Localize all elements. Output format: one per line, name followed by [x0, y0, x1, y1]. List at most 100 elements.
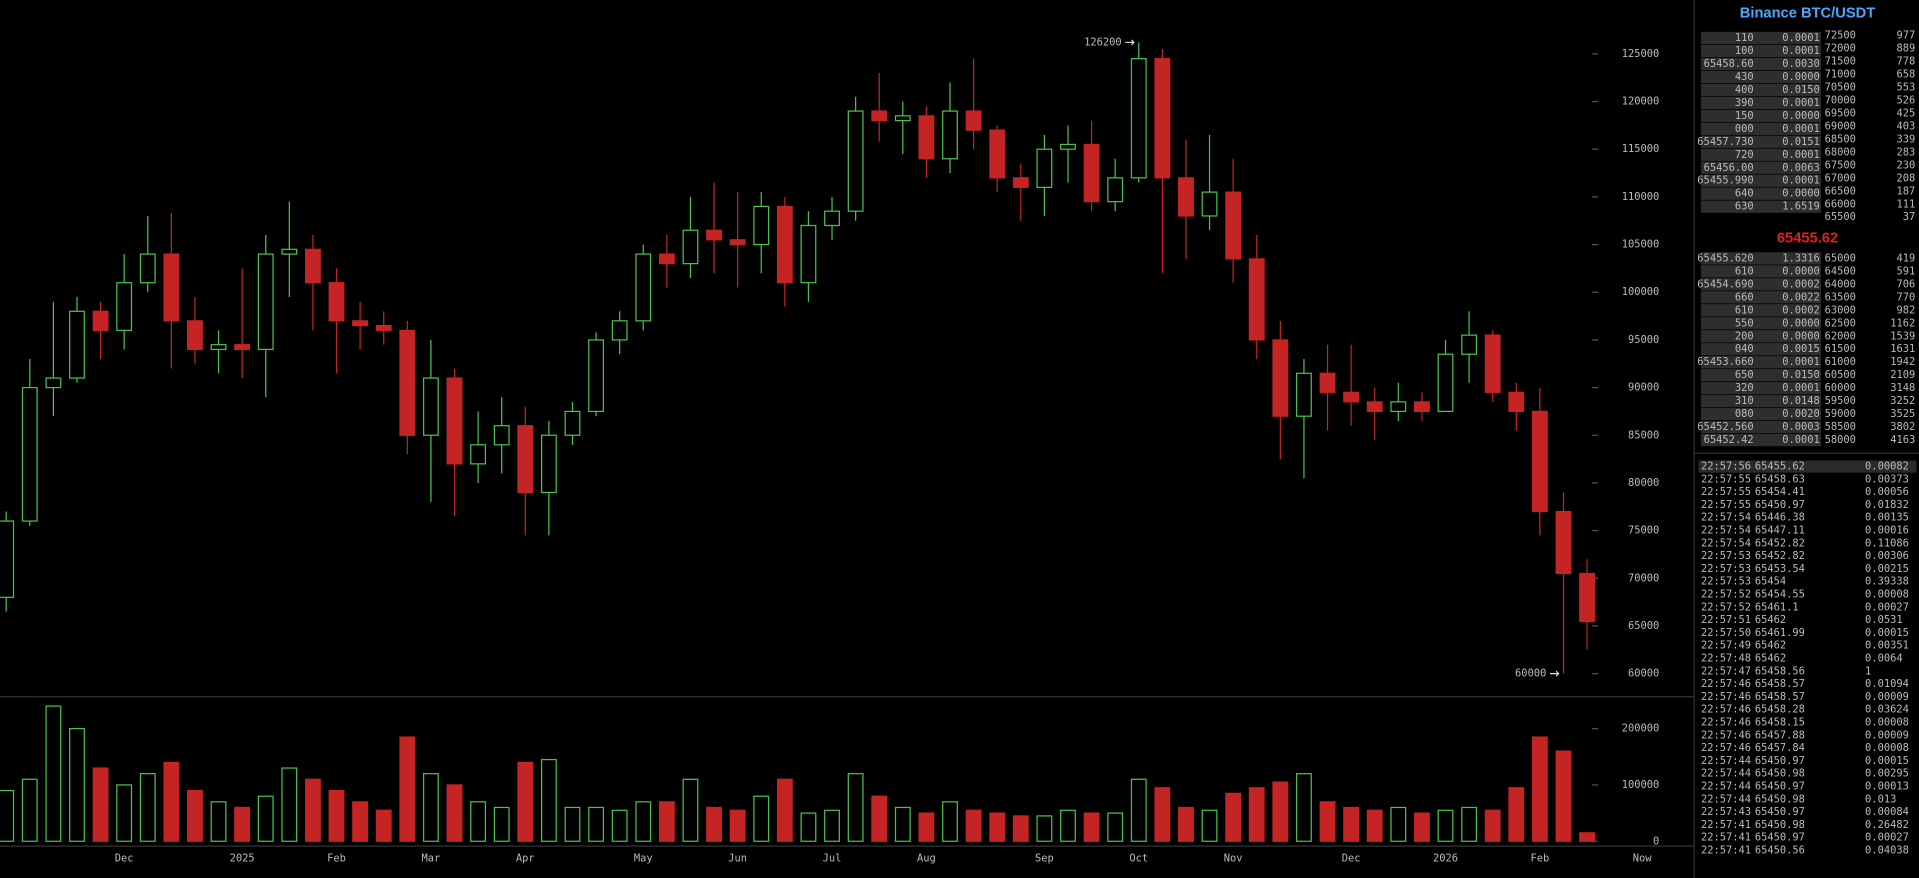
level-price: 66500 — [1825, 185, 1856, 197]
level-total: 982 — [1896, 304, 1915, 316]
book-size: 0.0015 — [1782, 343, 1820, 355]
trade-price: 65454.41 — [1755, 486, 1805, 498]
volume-bar — [1508, 787, 1525, 842]
level-price: 61000 — [1825, 356, 1856, 368]
candle-body — [1390, 401, 1407, 413]
candle-body — [493, 425, 510, 446]
trade-size: 0.00027 — [1865, 832, 1909, 844]
trade-price: 65454.55 — [1755, 589, 1805, 601]
x-tick-label: Oct — [1129, 852, 1148, 864]
volume-bar — [564, 806, 581, 842]
book-size: 0.0150 — [1782, 84, 1820, 96]
trade-size: 0.0064 — [1865, 653, 1903, 665]
trade-price: 65446.38 — [1755, 512, 1805, 524]
book-row-bg — [1700, 161, 1821, 174]
candle-body — [116, 282, 133, 331]
candle-body — [1296, 372, 1312, 417]
book-price: 320 — [1735, 382, 1754, 394]
level-price: 70000 — [1825, 94, 1856, 106]
trade-time: 22:57:46 — [1701, 716, 1751, 728]
candle-body — [281, 248, 298, 255]
book-price: 310 — [1735, 395, 1754, 407]
book-row-bg — [1700, 252, 1821, 265]
candle-body — [871, 110, 888, 122]
level-total: 425 — [1896, 107, 1915, 119]
y-tick-label: 75000 — [1628, 525, 1659, 537]
book-price: 150 — [1735, 110, 1754, 122]
trade-time: 22:57:55 — [1701, 499, 1751, 511]
level-price: 58500 — [1825, 421, 1856, 433]
trade-size: 0.00295 — [1865, 768, 1909, 780]
book-size: 0.0001 — [1782, 45, 1820, 57]
candle-body — [942, 110, 958, 160]
volume-bar — [871, 795, 888, 842]
book-size: 0.0000 — [1782, 265, 1820, 277]
trade-price: 65458.63 — [1755, 473, 1805, 485]
level-total: 658 — [1896, 68, 1915, 80]
candle-body — [1555, 510, 1572, 575]
book-price: 390 — [1735, 97, 1754, 109]
book-row-bg — [1700, 420, 1821, 434]
candle-body — [1012, 177, 1029, 188]
volume-bar — [635, 801, 652, 842]
trade-size: 0.00016 — [1865, 525, 1909, 537]
trade-size: 0.00351 — [1865, 640, 1909, 652]
trade-size: 0.00008 — [1865, 589, 1909, 601]
trade-time: 22:57:48 — [1701, 653, 1751, 665]
candle-body — [422, 377, 439, 436]
book-row-bg — [1700, 291, 1821, 304]
volume-bar — [305, 778, 321, 842]
book-size: 0.0000 — [1782, 110, 1820, 122]
volume-bar — [1531, 736, 1548, 842]
x-tick-label: 2026 — [1433, 852, 1458, 864]
volume-bar — [1555, 750, 1572, 842]
now-label: Now — [1633, 852, 1653, 864]
volume-bar — [1083, 812, 1100, 842]
book-price: 640 — [1735, 188, 1754, 200]
trade-price: 65457.88 — [1755, 729, 1805, 741]
level-price: 71000 — [1825, 68, 1856, 80]
volume-bar — [92, 767, 109, 842]
candle-body — [824, 210, 840, 227]
trade-size: 0.00373 — [1865, 473, 1909, 485]
trade-size: 0.01094 — [1865, 678, 1909, 690]
trade-size: 0.00009 — [1865, 729, 1909, 741]
trade-time: 22:57:46 — [1701, 704, 1751, 716]
candle-body — [352, 320, 369, 327]
trade-time: 22:57:55 — [1701, 486, 1751, 498]
level-price: 67000 — [1825, 172, 1856, 184]
level-total: 3148 — [1890, 382, 1915, 394]
book-title: Binance BTC/USDT — [1740, 5, 1875, 21]
candle-body — [210, 344, 227, 351]
volume-bar — [1060, 809, 1076, 842]
volume-bar — [1012, 815, 1029, 842]
trade-price: 65450.56 — [1755, 844, 1805, 856]
book-size: 0.0148 — [1782, 395, 1820, 407]
volume-bar — [588, 806, 605, 842]
level-total: 4163 — [1890, 434, 1915, 446]
book-size: 0.0063 — [1782, 162, 1820, 174]
book-price: 610 — [1735, 304, 1754, 316]
volume-bar — [234, 806, 251, 842]
x-tick-label: Feb — [1530, 852, 1549, 864]
candle-body — [21, 386, 38, 522]
trade-price: 65447.11 — [1755, 525, 1805, 537]
y-tick-label: 110000 — [1622, 191, 1660, 203]
volume-bar — [257, 795, 274, 842]
trade-time: 22:57:41 — [1701, 819, 1751, 831]
y-tick-label: 95000 — [1628, 334, 1659, 346]
trade-time: 22:57:49 — [1701, 640, 1751, 652]
x-tick-label: Sep — [1035, 852, 1054, 864]
volume-bar — [375, 809, 392, 842]
level-price: 60000 — [1825, 382, 1856, 394]
trade-time: 22:57:44 — [1701, 755, 1751, 767]
candle-body — [69, 310, 85, 379]
volume-bar — [1272, 781, 1289, 842]
trade-price: 65458.57 — [1755, 678, 1805, 690]
volume-bar — [470, 801, 487, 842]
trade-price: 65462 — [1755, 653, 1786, 665]
volume-bar — [847, 773, 864, 842]
book-price: 65452.560 — [1697, 421, 1753, 433]
